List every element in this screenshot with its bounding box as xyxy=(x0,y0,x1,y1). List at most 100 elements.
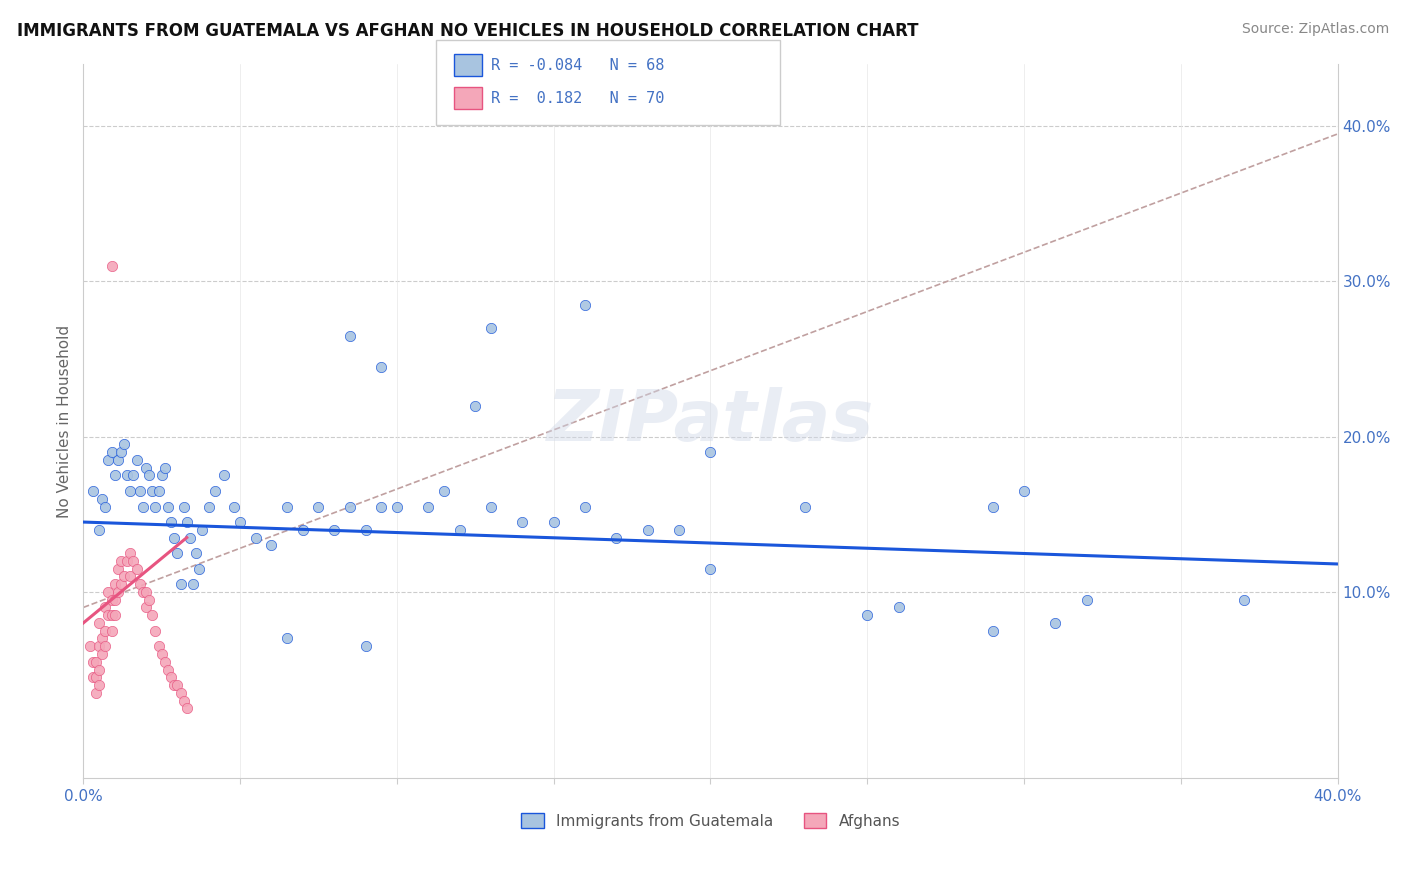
Point xyxy=(699,445,721,459)
Point xyxy=(543,515,565,529)
Point xyxy=(87,615,110,630)
Point xyxy=(97,453,120,467)
Point xyxy=(104,592,127,607)
Point xyxy=(110,577,132,591)
Point xyxy=(1232,592,1254,607)
Point xyxy=(120,546,142,560)
Point xyxy=(138,592,160,607)
Point xyxy=(418,500,440,514)
Point xyxy=(668,523,690,537)
Point xyxy=(135,600,157,615)
Text: R = -0.084   N = 68: R = -0.084 N = 68 xyxy=(491,58,664,72)
Point xyxy=(115,554,138,568)
Point xyxy=(479,500,502,514)
Point xyxy=(79,640,101,654)
Point xyxy=(197,500,219,514)
Point xyxy=(160,670,183,684)
Point xyxy=(153,655,176,669)
Point xyxy=(160,515,183,529)
Point xyxy=(148,640,170,654)
Point xyxy=(354,640,377,654)
Point xyxy=(260,538,283,552)
Point xyxy=(479,321,502,335)
Point xyxy=(169,686,191,700)
Point xyxy=(107,585,129,599)
Point xyxy=(163,678,186,692)
Point xyxy=(204,483,226,498)
Point xyxy=(128,483,150,498)
Point xyxy=(120,483,142,498)
Text: Source: ZipAtlas.com: Source: ZipAtlas.com xyxy=(1241,22,1389,37)
Point xyxy=(94,500,117,514)
Point xyxy=(100,445,122,459)
Point xyxy=(981,500,1004,514)
Point xyxy=(339,328,361,343)
Point xyxy=(104,608,127,623)
Point xyxy=(82,483,104,498)
Text: ZIPatlas: ZIPatlas xyxy=(547,386,875,456)
Point xyxy=(141,608,163,623)
Point xyxy=(97,585,120,599)
Point xyxy=(291,523,314,537)
Point xyxy=(308,500,330,514)
Point xyxy=(370,359,392,374)
Y-axis label: No Vehicles in Household: No Vehicles in Household xyxy=(58,325,72,517)
Point xyxy=(887,600,910,615)
Point xyxy=(181,577,204,591)
Point xyxy=(354,523,377,537)
Point xyxy=(125,453,148,467)
Point xyxy=(276,500,298,514)
Point xyxy=(122,554,145,568)
Point xyxy=(981,624,1004,638)
Point xyxy=(856,608,879,623)
Point xyxy=(574,298,596,312)
Point xyxy=(449,523,471,537)
Point xyxy=(323,523,346,537)
Legend: Immigrants from Guatemala, Afghans: Immigrants from Guatemala, Afghans xyxy=(515,806,907,835)
Point xyxy=(229,515,252,529)
Text: IMMIGRANTS FROM GUATEMALA VS AFGHAN NO VEHICLES IN HOUSEHOLD CORRELATION CHART: IMMIGRANTS FROM GUATEMALA VS AFGHAN NO V… xyxy=(17,22,918,40)
Point xyxy=(176,701,198,715)
Point xyxy=(214,468,236,483)
Point xyxy=(173,500,195,514)
Point xyxy=(91,647,114,661)
Point xyxy=(156,663,179,677)
Point xyxy=(87,640,110,654)
Point xyxy=(91,491,114,506)
Point xyxy=(433,483,456,498)
Point xyxy=(84,686,107,700)
Point xyxy=(150,468,173,483)
Point xyxy=(191,523,214,537)
Point xyxy=(100,259,122,273)
Point xyxy=(122,468,145,483)
Point xyxy=(370,500,392,514)
Point xyxy=(91,632,114,646)
Point xyxy=(132,585,155,599)
Point xyxy=(1076,592,1098,607)
Point xyxy=(87,523,110,537)
Point xyxy=(188,561,211,575)
Point xyxy=(135,460,157,475)
Point xyxy=(145,500,167,514)
Point xyxy=(148,483,170,498)
Point xyxy=(179,531,201,545)
Point xyxy=(87,663,110,677)
Point xyxy=(1045,615,1067,630)
Point xyxy=(138,468,160,483)
Point xyxy=(176,515,198,529)
Point xyxy=(110,445,132,459)
Point xyxy=(464,399,486,413)
Point xyxy=(150,647,173,661)
Point xyxy=(94,640,117,654)
Point xyxy=(128,577,150,591)
Point xyxy=(245,531,267,545)
Point xyxy=(163,531,186,545)
Point xyxy=(141,483,163,498)
Point xyxy=(605,531,627,545)
Point xyxy=(166,678,188,692)
Point xyxy=(125,561,148,575)
Point xyxy=(110,554,132,568)
Point xyxy=(87,678,110,692)
Point xyxy=(84,670,107,684)
Point xyxy=(153,460,176,475)
